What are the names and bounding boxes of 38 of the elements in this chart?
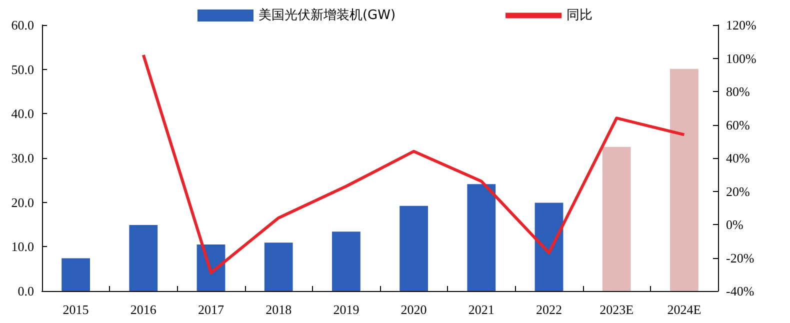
x-tick-label: 2017 (198, 302, 224, 317)
bar (670, 68, 698, 291)
y2-tick-label: -40% (726, 284, 754, 298)
x-tick-label: 2021 (468, 302, 494, 317)
legend-label: 美国光伏新增装机(GW) (258, 7, 396, 23)
bar (467, 184, 496, 291)
bar (400, 206, 428, 291)
y-tick-label: 30.0 (11, 150, 34, 166)
x-tick-label: 2018 (266, 302, 292, 317)
y2-tick-label: 40% (726, 150, 750, 166)
x-tick-label: 2015 (62, 302, 89, 317)
y-tick-label: 40.0 (11, 106, 34, 122)
y-tick-label: 20.0 (11, 194, 34, 210)
x-tick-label: 2022 (536, 302, 562, 317)
y2-tick-label: 60% (726, 117, 750, 132)
x-tick-label: 2024E (667, 302, 702, 317)
x-tick-label: 2020 (400, 302, 427, 317)
y-tick-label: 50.0 (11, 62, 34, 77)
bar (129, 224, 158, 291)
x-tick-label: 2023E (600, 302, 634, 317)
y2-tick-label: 0% (726, 217, 744, 232)
y2-tick-label: -20% (726, 250, 754, 266)
x-tick-label: 2016 (130, 302, 157, 317)
y2-tick-label: 80% (726, 84, 750, 99)
bar (264, 242, 293, 291)
y-tick-label: 10.0 (11, 239, 34, 254)
y-tick-label: 60.0 (11, 18, 34, 32)
y-tick-label: 0.0 (18, 284, 34, 298)
line-series (142, 53, 686, 274)
bar (534, 202, 564, 291)
y2-tick-label: 100% (726, 50, 756, 66)
legend-label: 同比 (566, 8, 593, 23)
y2-tick-label: 120% (726, 18, 756, 32)
bar (332, 232, 360, 291)
bar (602, 146, 631, 291)
y2-tick-label: 20% (726, 184, 750, 199)
x-tick-label: 2019 (333, 302, 360, 317)
bar (62, 258, 90, 291)
